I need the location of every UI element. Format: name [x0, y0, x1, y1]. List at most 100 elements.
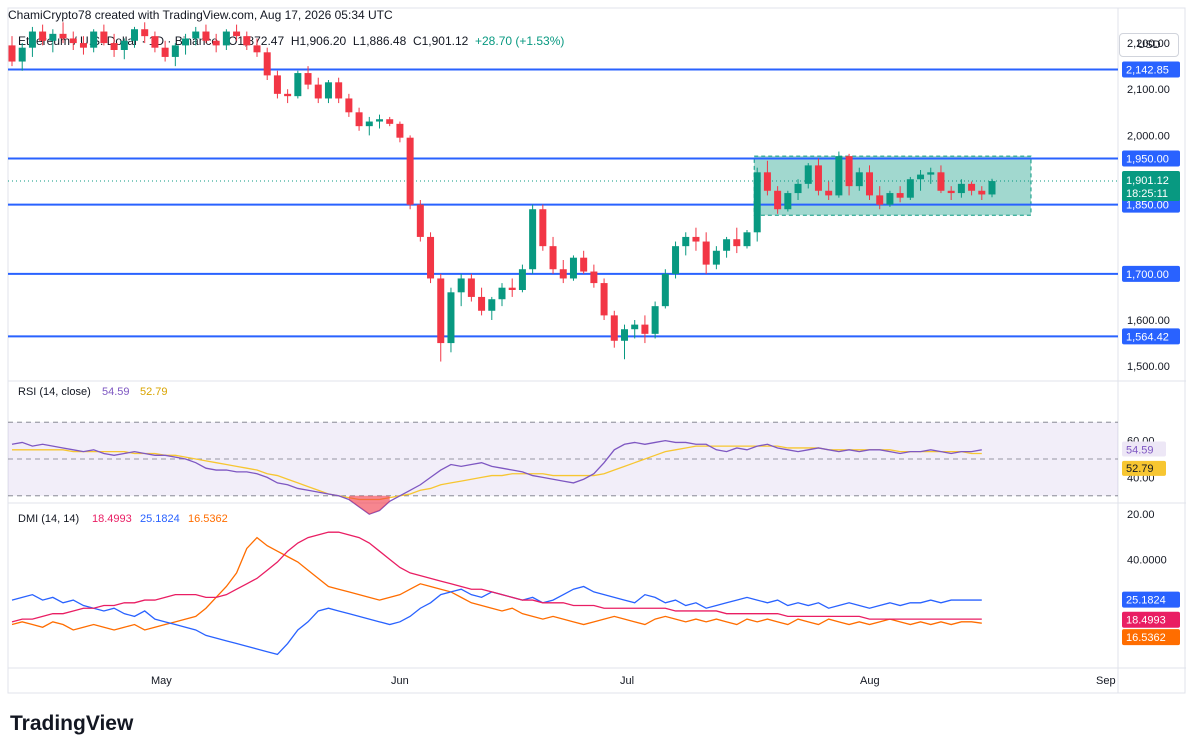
level-label: 1,564.42	[1126, 331, 1169, 343]
candle-body	[345, 98, 353, 113]
level-label: 2,142.85	[1126, 64, 1169, 76]
candle-body	[825, 190, 833, 196]
candle-body	[549, 246, 557, 270]
candle-body	[712, 250, 720, 265]
candle-body	[8, 45, 16, 62]
rsi-value-label: 54.59	[1126, 445, 1154, 457]
candle-body	[28, 31, 36, 48]
candle-body	[876, 195, 884, 205]
candle-body	[518, 269, 526, 290]
candle-body	[110, 43, 118, 50]
candle-body	[498, 287, 506, 300]
candle-body	[263, 52, 271, 76]
chart-credit: ChamiCrypto78 created with TradingView.c…	[8, 8, 393, 22]
candle-body	[192, 31, 200, 39]
candle-body	[233, 31, 241, 37]
candle-body	[222, 31, 230, 46]
candle-body	[661, 273, 669, 307]
candle-body	[610, 315, 618, 341]
dmi-title: DMI (14, 14)	[18, 513, 79, 525]
close-value: C1,901.12	[412, 34, 469, 48]
candle-body	[151, 36, 159, 48]
candle-body	[723, 239, 731, 251]
candle-body	[906, 179, 914, 198]
candle-body	[508, 287, 516, 290]
time-tick: Sep	[1096, 675, 1116, 687]
rsi-ma-label-bg	[1122, 460, 1166, 476]
candle-body	[814, 165, 822, 191]
dmi-label-bg	[1122, 591, 1180, 608]
rsi-ma-value-label: 52.79	[1126, 463, 1154, 475]
candle-body	[651, 306, 659, 334]
high-value: H1,906.20	[290, 34, 347, 48]
candle-body	[18, 47, 26, 62]
plus-di-line	[11, 585, 982, 656]
candle-body	[733, 239, 741, 247]
candle-body	[427, 236, 435, 279]
candle-body	[294, 73, 302, 97]
dmi-label-bg	[1122, 629, 1180, 646]
time-tick: May	[151, 675, 172, 687]
price-tick: 2,100.00	[1127, 84, 1170, 96]
currency-button[interactable]: USD	[1119, 33, 1179, 57]
dmi-label-bg	[1122, 611, 1180, 628]
candle-body	[886, 193, 894, 205]
rsi-label-bg	[1122, 441, 1166, 457]
candle-body	[396, 123, 404, 138]
candle-body	[682, 236, 690, 247]
candle-body	[580, 257, 588, 272]
dmi-tick: 40.0000	[1127, 554, 1167, 566]
candle-body	[406, 137, 414, 205]
candle-body	[335, 82, 343, 99]
candle-body	[855, 172, 863, 187]
candle-body	[304, 73, 312, 85]
level-label-bg	[1122, 265, 1180, 282]
candle-body	[539, 209, 547, 247]
candle-body	[467, 278, 475, 297]
candle-body	[314, 84, 322, 99]
candle-body	[202, 31, 210, 41]
candle-body	[161, 47, 169, 57]
candle-body	[478, 296, 486, 311]
candle-body	[784, 193, 792, 210]
candle-body	[120, 40, 128, 50]
level-label-bg	[1122, 150, 1180, 167]
rsi-tick: 20.00	[1127, 509, 1155, 521]
candle-body	[437, 278, 445, 344]
time-tick: Jul	[620, 675, 634, 687]
candle-body	[835, 156, 843, 196]
candle-body	[49, 33, 57, 41]
low-value: L1,886.48	[352, 34, 407, 48]
candle-body	[447, 292, 455, 344]
candle-body	[365, 121, 373, 127]
candle-body	[794, 183, 802, 194]
candle-body	[488, 299, 496, 311]
candle-body	[457, 278, 465, 293]
candle-body	[988, 181, 996, 195]
candle-body	[416, 204, 424, 237]
candle-body	[641, 324, 649, 334]
candle-body	[804, 165, 812, 184]
candle-body	[182, 38, 190, 46]
candle-body	[621, 329, 628, 341]
candle-body	[90, 31, 98, 48]
price-tick: 2,000.00	[1127, 130, 1170, 142]
open-value: O1,872.47	[228, 34, 285, 48]
candle-body	[957, 183, 965, 194]
candle-body	[702, 241, 710, 265]
candle-body	[896, 193, 904, 198]
dmi-value-label: 16.5362	[1126, 632, 1166, 644]
candle-body	[69, 38, 77, 44]
candle-body	[355, 112, 363, 127]
candle-body	[753, 172, 761, 233]
time-tick: Jun	[391, 675, 409, 687]
minus-di-line	[11, 536, 982, 631]
candle-body	[927, 172, 935, 175]
candle-body	[743, 232, 751, 247]
rsi-legend-value: 54.59	[102, 386, 130, 398]
last-price-label: 1,901.12	[1126, 175, 1169, 187]
rsi-oversold-fill	[348, 495, 390, 515]
candle-body	[692, 236, 700, 242]
candle-body	[978, 190, 986, 195]
